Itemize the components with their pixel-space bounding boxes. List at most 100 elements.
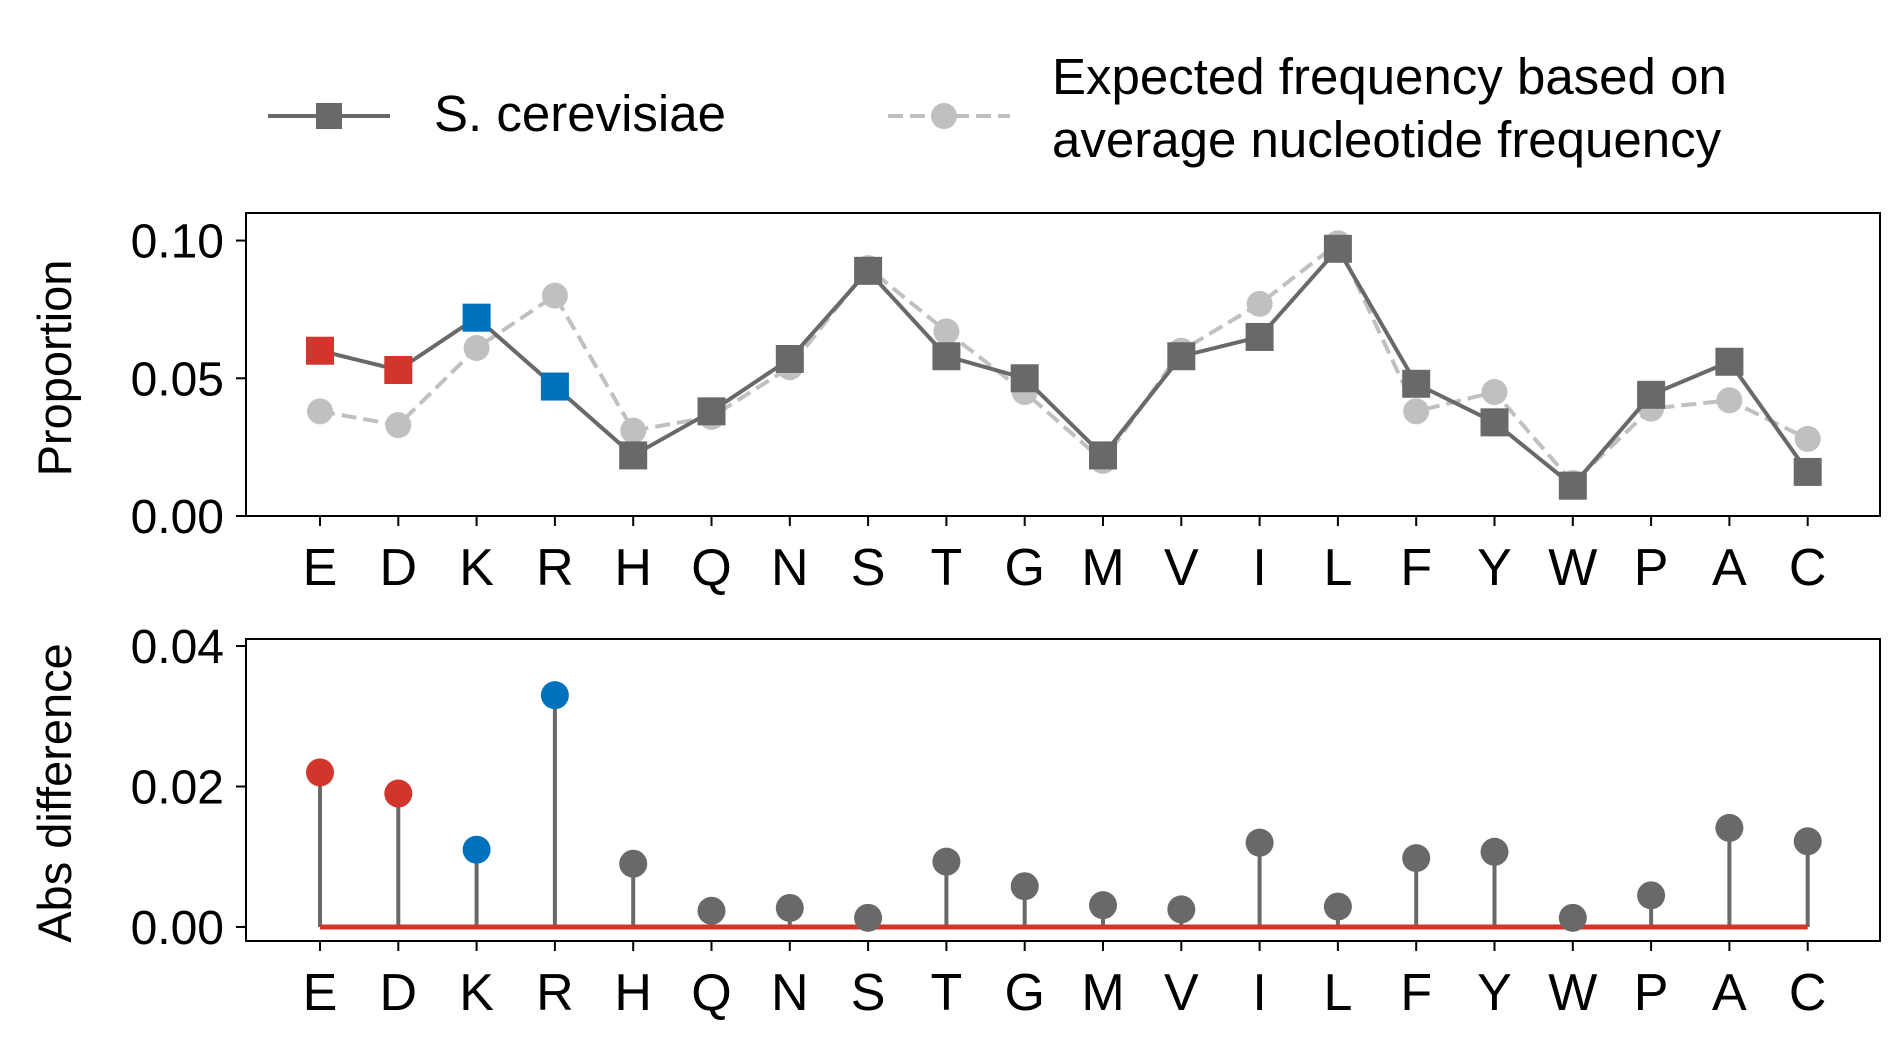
abs-difference-x-tick-label: T bbox=[931, 964, 963, 1022]
observed-point bbox=[1245, 322, 1274, 351]
proportion-x-tick-label: L bbox=[1323, 539, 1352, 597]
abs-difference-x-tick-label: R bbox=[536, 964, 574, 1022]
abs-difference-x-tick-label: G bbox=[1004, 964, 1044, 1022]
proportion-y-tick-label: 0.05 bbox=[131, 353, 224, 406]
proportion-x-tick-label: K bbox=[459, 539, 494, 597]
abs-difference-y-label: Abs difference bbox=[28, 643, 81, 943]
proportion-y-tick-label: 0.00 bbox=[131, 491, 224, 544]
stem-marker bbox=[540, 681, 569, 710]
expected-line bbox=[319, 240, 1809, 486]
observed-point bbox=[697, 397, 726, 426]
proportion-x-tick-label: D bbox=[380, 539, 418, 597]
proportion-x-tick-label: C bbox=[1789, 539, 1827, 597]
proportion-x-tick-label: R bbox=[536, 539, 574, 597]
abs-difference-x-tick-label: L bbox=[1323, 964, 1352, 1022]
stem-marker bbox=[384, 779, 413, 808]
observed-line bbox=[319, 245, 1810, 489]
proportion-x-tick-label: A bbox=[1712, 539, 1747, 597]
legend-expected-label-line1: Expected frequency based on bbox=[1052, 48, 1727, 105]
proportion-x-tick-label: S bbox=[851, 539, 886, 597]
abs-difference-x-tick-label: V bbox=[1164, 964, 1199, 1022]
expected-point bbox=[385, 412, 412, 439]
abs-difference-x-tick-label: C bbox=[1789, 964, 1827, 1022]
proportion-x-tick-label: E bbox=[303, 539, 338, 597]
proportion-x-tick-label: I bbox=[1252, 539, 1266, 597]
observed-point bbox=[1089, 441, 1117, 470]
observed-point bbox=[462, 303, 491, 332]
stem-marker bbox=[1715, 813, 1744, 842]
abs-difference-x-tick-label: K bbox=[459, 964, 494, 1022]
observed-point bbox=[1793, 457, 1822, 486]
expected-point bbox=[620, 417, 647, 444]
expected-point bbox=[1481, 379, 1508, 406]
proportion-y-label: Proportion bbox=[28, 260, 81, 477]
observed-point bbox=[540, 372, 569, 401]
proportion-x-tick-label: T bbox=[931, 539, 963, 597]
observed-point bbox=[306, 336, 334, 365]
abs-difference-stems bbox=[306, 681, 1822, 932]
expected-point bbox=[463, 334, 490, 361]
stem-marker bbox=[306, 758, 334, 787]
legend-expected-label-line2: average nucleotide frequency bbox=[1052, 111, 1722, 168]
stem-marker bbox=[1402, 844, 1431, 873]
expected-point bbox=[1246, 290, 1273, 317]
proportion-plot-frame bbox=[245, 212, 1881, 517]
stem-marker bbox=[1637, 881, 1666, 910]
stem-marker bbox=[1010, 872, 1039, 901]
abs-difference-x-tick-label: D bbox=[380, 964, 418, 1022]
observed-point bbox=[932, 342, 961, 371]
abs-difference-x-tick-label: S bbox=[851, 964, 886, 1022]
expected-point bbox=[541, 282, 568, 309]
abs-difference-y-tick-label: 0.04 bbox=[131, 621, 224, 674]
stem-marker bbox=[932, 847, 961, 876]
legend: S. cerevisiae Expected frequency based o… bbox=[268, 48, 1727, 168]
abs-difference-x-tick-label: Y bbox=[1477, 964, 1512, 1022]
observed-point bbox=[1402, 369, 1431, 398]
abs-difference-x-tick-label: Q bbox=[691, 964, 731, 1022]
proportion-y-axis: 0.00 0.05 0.10 bbox=[131, 216, 246, 544]
proportion-x-tick-label: H bbox=[614, 539, 652, 597]
abs-difference-x-tick-label: N bbox=[771, 964, 809, 1022]
expected-point bbox=[307, 398, 333, 425]
stem-marker bbox=[854, 903, 883, 932]
abs-difference-x-tick-label: P bbox=[1634, 964, 1669, 1022]
observed-point bbox=[1480, 408, 1509, 437]
stem-marker bbox=[775, 893, 804, 922]
expected-point bbox=[1403, 398, 1430, 425]
abs-difference-x-tick-label: M bbox=[1081, 964, 1124, 1022]
proportion-y-tick-label: 0.10 bbox=[131, 216, 224, 269]
abs-difference-x-tick-label: A bbox=[1712, 964, 1747, 1022]
proportion-x-tick-label: V bbox=[1164, 539, 1199, 597]
stem-marker bbox=[1167, 895, 1196, 924]
proportion-x-tick-label: P bbox=[1634, 539, 1669, 597]
legend-observed-label: S. cerevisiae bbox=[434, 85, 726, 142]
observed-point bbox=[1637, 380, 1666, 409]
proportion-series-expected bbox=[307, 230, 1821, 496]
expected-point bbox=[933, 318, 960, 345]
stem-marker bbox=[697, 896, 726, 925]
stem-marker bbox=[1480, 837, 1509, 866]
observed-point bbox=[1715, 347, 1744, 376]
stem-marker bbox=[619, 849, 648, 878]
legend-expected-marker bbox=[931, 103, 957, 129]
proportion-series-observed bbox=[306, 234, 1822, 500]
proportion-x-tick-label: Q bbox=[691, 539, 731, 597]
legend-observed-marker bbox=[316, 103, 342, 129]
proportion-x-tick-label: G bbox=[1004, 539, 1044, 597]
abs-difference-x-tick-label: E bbox=[303, 964, 338, 1022]
stem-marker bbox=[1323, 892, 1352, 921]
observed-point bbox=[1558, 471, 1587, 500]
expected-point bbox=[1794, 425, 1821, 452]
abs-difference-plot-frame bbox=[245, 638, 1881, 942]
proportion-x-tick-label: F bbox=[1400, 539, 1432, 597]
observed-point bbox=[1167, 342, 1196, 371]
observed-point bbox=[1010, 364, 1039, 393]
expected-point bbox=[1716, 387, 1743, 414]
proportion-x-tick-label: Y bbox=[1477, 539, 1512, 597]
abs-difference-x-tick-label: I bbox=[1252, 964, 1266, 1022]
